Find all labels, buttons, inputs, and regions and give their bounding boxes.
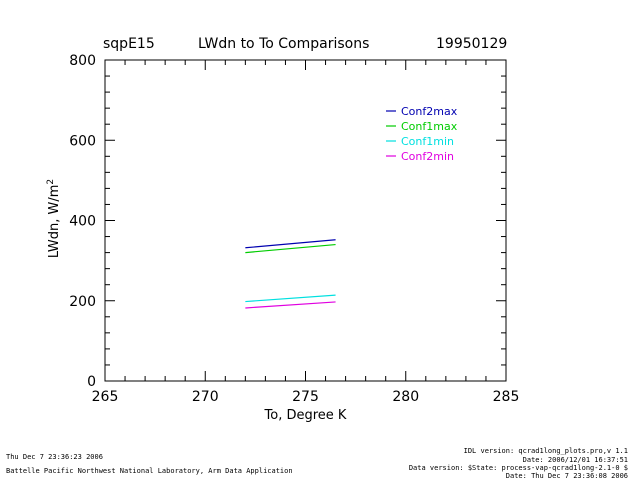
y-tick-label: 400 [69,214,96,230]
chart-title: LWdn to To Comparisons [198,36,370,52]
legend-label-conf2max: Conf2max [401,105,458,118]
site-label: sqpE15 [103,36,155,52]
x-tick-label: 280 [392,389,419,405]
legend-label-conf1min: Conf1min [401,135,454,148]
y-tick-label: 0 [87,374,96,390]
series-line-conf1max [245,243,336,254]
x-tick-label: 265 [92,389,119,405]
series-line-conf2min [245,301,336,309]
y-axis-label-text: LWdn, W/m [47,185,62,259]
footer-idl-version: IDL version: qcrad1long_plots.pro,v 1.1 [463,447,628,455]
y-tick-label: 800 [69,53,96,69]
y-tick-label: 200 [69,294,96,310]
x-axis-label: To, Degree K [264,408,347,423]
footer-idl-date: Date: 2006/12/01 16:37:51 [522,456,628,464]
series-line-conf1min [245,294,336,303]
x-tick-label: 270 [192,389,219,405]
y-axis-label: LWdn, W/m2 [46,179,62,258]
footer-data-date: Date: Thu Dec 7 23:36:08 2006 [505,472,628,480]
footer-timestamp: Thu Dec 7 23:36:23 2006 [6,453,103,461]
footer-data-version: Data version: $State: process-vap-qcrad1… [408,464,628,472]
series-line-conf2max [245,239,336,249]
date-label: 19950129 [436,36,508,52]
footer-organization: Battelle Pacific Northwest National Labo… [6,467,293,475]
legend-label-conf1max: Conf1max [401,120,458,133]
legend-label-conf2min: Conf2min [401,150,454,163]
x-tick-label: 285 [493,389,520,405]
y-tick-label: 600 [69,133,96,149]
y-axis-label-superscript: 2 [46,179,56,185]
x-tick-label: 275 [292,389,319,405]
